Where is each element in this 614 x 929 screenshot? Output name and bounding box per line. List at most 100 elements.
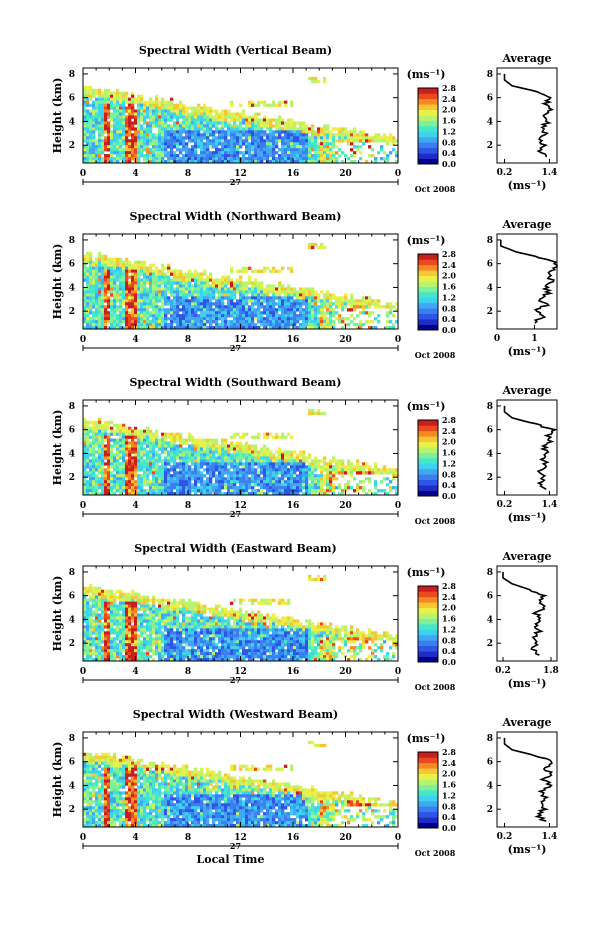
heatmap-cell [227, 477, 231, 481]
heatmap-cell [215, 480, 219, 484]
heatmap-cell [170, 489, 174, 493]
heatmap-cell [119, 453, 123, 457]
heatmap-cell [95, 139, 99, 143]
heatmap-cell [296, 130, 300, 134]
heatmap-cell [290, 142, 294, 146]
heatmap-cell [248, 133, 252, 137]
heatmap-cell [104, 450, 108, 454]
heatmap-cell [314, 293, 318, 297]
heatmap-cell [131, 91, 135, 96]
heatmap-cell [362, 136, 366, 140]
heatmap-cell [149, 323, 153, 327]
heatmap-cell [317, 465, 321, 469]
heatmap-cell [128, 429, 132, 433]
heatmap-cell [296, 308, 300, 312]
heatmap-cell [239, 115, 243, 119]
heatmap-cell [224, 323, 228, 327]
heatmap-cell [83, 477, 87, 481]
heatmap-cell [89, 302, 93, 306]
heatmap-cell [98, 103, 102, 107]
heatmap-cell [245, 305, 249, 309]
heatmap-cell [206, 471, 210, 475]
heatmap-cell [314, 317, 318, 321]
heatmap-cell [347, 142, 351, 146]
heatmap-cell [131, 441, 135, 445]
heatmap-cell [362, 142, 366, 146]
heatmap-cell [254, 269, 258, 273]
heatmap-cell [203, 486, 207, 490]
heatmap-cell [125, 444, 129, 448]
heatmap-cell [143, 462, 147, 466]
heatmap-cell [281, 465, 285, 469]
heatmap-cell [272, 320, 276, 324]
y-axis-label: Height (km) [51, 78, 64, 154]
heatmap-cell [236, 471, 240, 475]
heatmap-cell [122, 438, 126, 442]
heatmap-cell [248, 145, 252, 149]
heatmap-cell [374, 136, 378, 140]
heatmap-cell [362, 305, 366, 309]
heatmap-cell [311, 290, 315, 294]
heatmap-cell [215, 118, 219, 122]
heatmap-cell [182, 471, 186, 475]
heatmap-cell [194, 305, 198, 309]
heatmap-cell [155, 115, 159, 119]
heatmap-cell [89, 109, 93, 113]
heatmap-cell [221, 136, 225, 140]
heatmap-cell [212, 160, 216, 164]
heatmap-cell [185, 148, 189, 152]
heatmap-cell [326, 305, 330, 309]
heatmap-cell [383, 157, 387, 161]
heatmap-cell [233, 281, 237, 285]
heatmap-cell [164, 290, 168, 294]
heatmap-cell [92, 320, 96, 324]
heatmap-cell [131, 287, 135, 291]
heatmap-cell [185, 462, 189, 466]
heatmap-cell [182, 311, 186, 315]
heatmap-cell [140, 492, 144, 496]
heatmap-cell [122, 139, 126, 143]
heatmap-cell [260, 480, 264, 484]
heatmap-cell [101, 293, 105, 297]
heatmap-cell [188, 139, 192, 143]
heatmap-cell [287, 293, 291, 297]
heatmap-cell [209, 157, 213, 161]
heatmap-cell [173, 296, 177, 300]
heatmap-cell [230, 130, 234, 134]
heatmap-cell [386, 160, 390, 164]
heatmap-cell [323, 314, 327, 318]
heatmap-cell [137, 133, 141, 137]
heatmap-cell [236, 269, 240, 273]
heatmap-cell [308, 151, 312, 155]
heatmap-cell [239, 269, 243, 273]
heatmap-cell [248, 471, 252, 475]
heatmap-cell [224, 293, 228, 297]
heatmap-cell [209, 486, 213, 490]
heatmap-cell [197, 453, 201, 457]
heatmap-cell [86, 94, 90, 98]
heatmap-cell [146, 266, 150, 270]
heatmap-cell [182, 441, 186, 445]
colorbar-segment [418, 313, 438, 320]
heatmap-cell [296, 121, 300, 125]
heatmap-cell [173, 486, 177, 490]
heatmap-cell [314, 302, 318, 306]
heatmap-cell [107, 317, 111, 321]
heatmap-cell [314, 296, 318, 300]
heatmap-cell [113, 130, 117, 134]
heatmap-cell [140, 441, 144, 445]
heatmap-cell [206, 278, 210, 282]
heatmap-cell [233, 444, 237, 448]
heatmap-cell [89, 154, 93, 158]
heatmap-cell [128, 148, 132, 152]
heatmap-cell [209, 296, 213, 300]
heatmap-cell [182, 438, 186, 442]
heatmap-cell [104, 103, 108, 107]
heatmap-cell [143, 290, 147, 294]
heatmap-cell [278, 459, 282, 463]
heatmap-cell [308, 462, 312, 466]
heatmap-cell [164, 124, 168, 128]
heatmap-cell [128, 296, 132, 300]
heatmap-cell [98, 275, 102, 279]
heatmap-cell [95, 293, 99, 297]
